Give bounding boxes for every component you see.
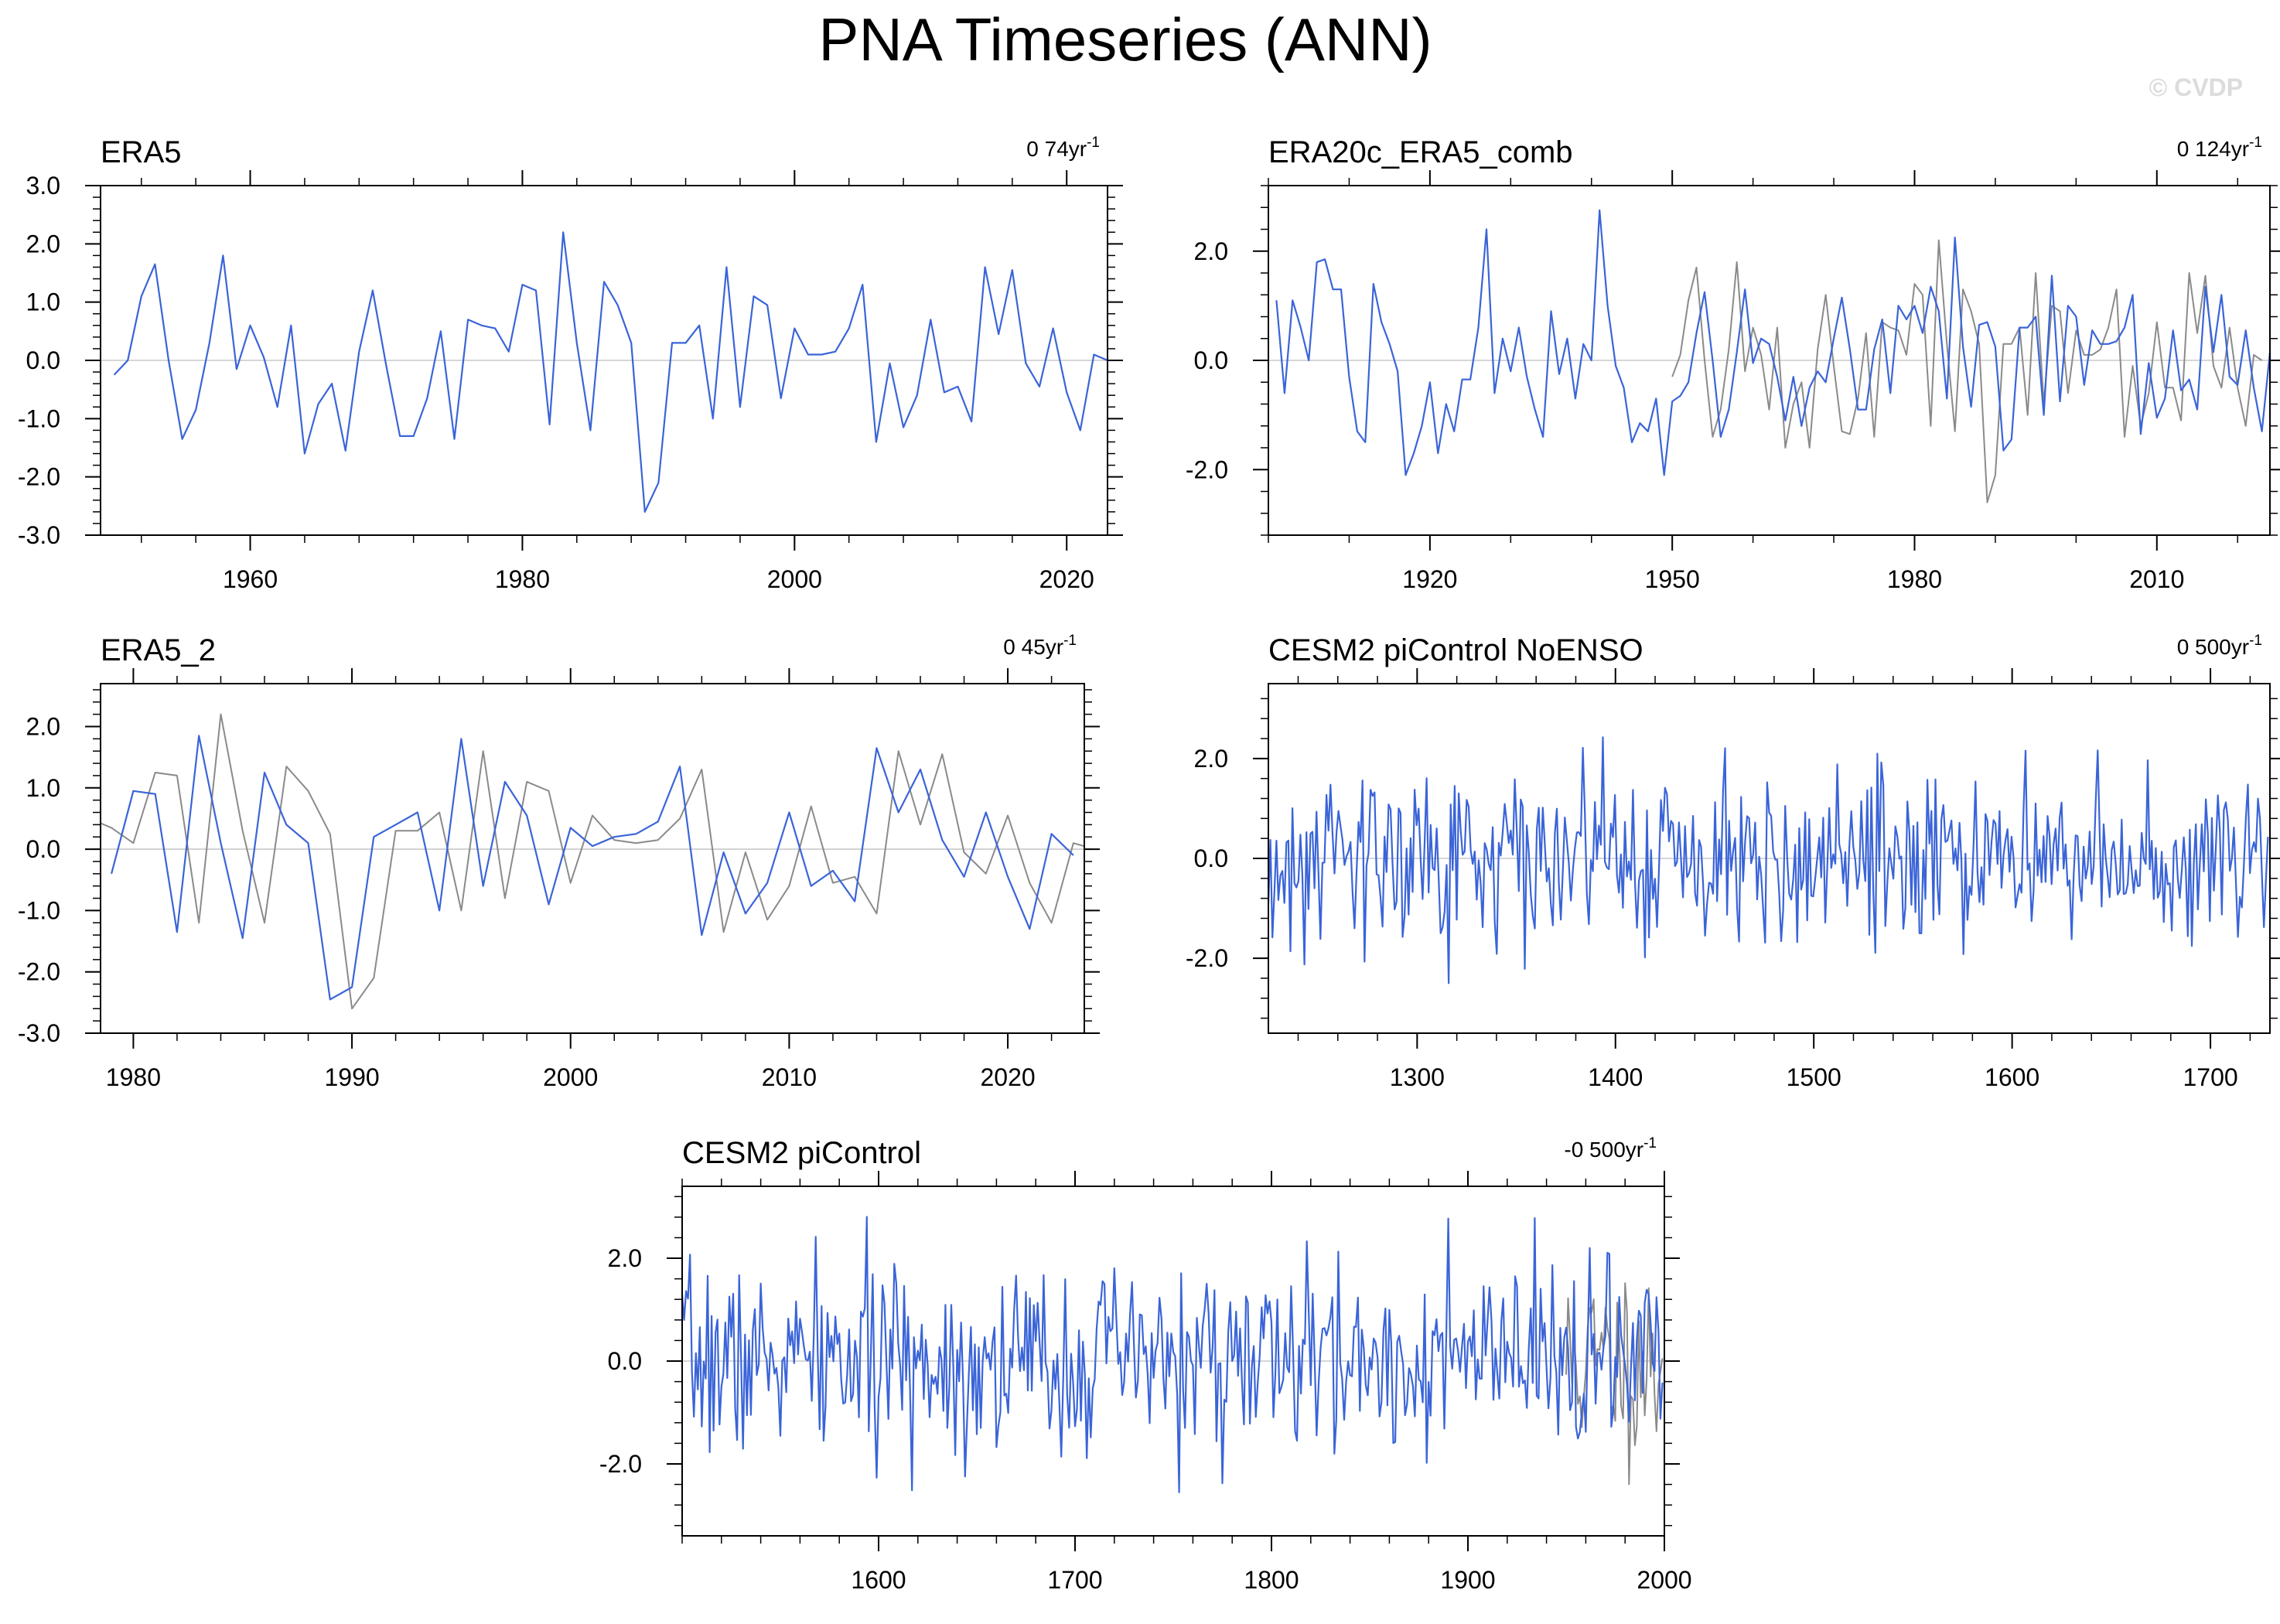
x-tick-label: 1980 [1887,565,1942,593]
y-tick-label: -2.0 [1186,944,1228,972]
y-tick-label: 0.0 [26,835,60,863]
x-tick-label: 1960 [223,565,278,593]
y-tick-label: 0.0 [1194,844,1228,872]
y-tick-label: 2.0 [1194,237,1228,265]
primary-series-line [682,1216,1664,1493]
x-tick-label: 2020 [980,1063,1035,1091]
y-tick-label: 1.0 [26,288,60,316]
panel-1: ERA5 0 74yr-1 1960 1980 2000 2020 3.0 2.0 1.0 0.0… [18,135,1123,593]
x-tick-label: 1980 [495,565,550,593]
panel-trend-label: 0 45yr-1 [1003,633,1077,659]
x-tick-label: 1900 [1440,1566,1495,1594]
x-tick-label: 2010 [762,1063,817,1091]
y-tick-label: 0.0 [26,346,60,374]
panel-3: ERA5_2 0 45yr-1 1980 1990 2000 2010 2020 2.0 1.0… [18,633,1100,1091]
x-tick-label: 2010 [2129,565,2184,593]
trend-unit-exponent: -1 [2249,633,2262,649]
panel-trend-label: -0 500yr-1 [1564,1135,1657,1162]
panel-name-label: ERA5 [101,135,182,169]
y-tick-label: 0.0 [1194,346,1228,374]
panel-4: CESM2 piControl NoENSO 0 500yr-1 1300 1400 1… [1186,633,2280,1091]
x-tick-label: 1980 [106,1063,161,1091]
y-tick-label: -2.0 [18,463,60,491]
y-tick-label: -3.0 [18,1019,60,1047]
panel-name-label: CESM2 piControl NoENSO [1268,633,1643,667]
y-tick-label: -1.0 [18,896,60,924]
x-tick-label: 1700 [2183,1063,2237,1091]
panel-name-label: ERA20c_ERA5_comb [1268,135,1573,169]
trend-unit-exponent: -1 [2249,135,2262,151]
primary-series-line [111,735,1074,1001]
trend-unit-exponent: -1 [1087,135,1100,151]
y-tick-label: -3.0 [18,521,60,549]
y-tick-label: -2.0 [599,1450,642,1478]
secondary-series-line [1565,1282,1664,1486]
panels: ERA5 0 74yr-1 1960 1980 2000 2020 3.0 2.0 1.0 0.0… [18,135,2280,1594]
panel-name-label: CESM2 piControl [682,1136,921,1170]
y-tick-label: -2.0 [18,958,60,986]
y-tick-label: 2.0 [26,713,60,741]
primary-series-line [113,231,1108,513]
x-tick-label: 2020 [1039,565,1094,593]
x-tick-label: 2000 [767,565,822,593]
x-tick-label: 1600 [851,1566,906,1594]
y-tick-label: -2.0 [1186,455,1228,483]
x-tick-label: 1800 [1244,1566,1299,1594]
x-tick-label: 1950 [1645,565,1700,593]
panel-trend-label: 0 500yr-1 [2177,633,2262,659]
y-tick-label: 2.0 [26,230,60,258]
x-tick-label: 1600 [1985,1063,2039,1091]
trend-unit-exponent: -1 [1063,633,1077,649]
panel-name-label: ERA5_2 [101,633,216,667]
y-tick-label: -1.0 [18,404,60,432]
trend-unit-exponent: -1 [1643,1135,1657,1151]
x-tick-label: 1700 [1047,1566,1102,1594]
x-tick-label: 2000 [1637,1566,1691,1594]
secondary-series-line [1671,239,2263,503]
y-tick-label: 0.0 [608,1347,642,1375]
y-tick-label: 2.0 [608,1244,642,1272]
panel-2: ERA20c_ERA5_comb 0 124yr-1 1920 1950 1980 201… [1186,135,2280,593]
x-tick-label: 1300 [1390,1063,1445,1091]
panel-trend-label: 0 124yr-1 [2177,135,2262,161]
x-tick-label: 1920 [1402,565,1457,593]
y-tick-label: 3.0 [26,172,60,200]
cvdp-watermark: © CVDP [2149,73,2243,101]
secondary-series-line [101,713,1084,1010]
figure-title: PNA Timeseries (ANN) [818,5,1432,73]
x-tick-label: 1400 [1588,1063,1643,1091]
x-tick-label: 1500 [1787,1063,1841,1091]
panel-5: CESM2 piControl -0 500yr-1 1600 1700 1800 190… [599,1135,1692,1594]
y-tick-label: 2.0 [1194,745,1228,773]
panel-frame [100,683,1085,1034]
x-tick-label: 2000 [543,1063,598,1091]
primary-series-line [1275,209,2270,476]
x-tick-label: 1990 [324,1063,379,1091]
y-tick-label: 1.0 [26,774,60,802]
primary-series-line [1268,736,2269,984]
panel-trend-label: 0 74yr-1 [1026,135,1100,161]
